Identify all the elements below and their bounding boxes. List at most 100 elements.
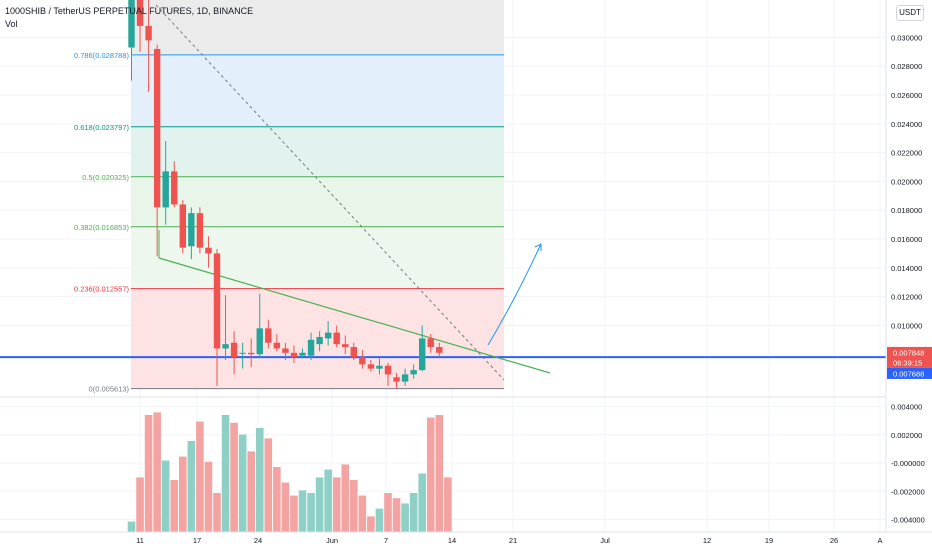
candle-body bbox=[136, 0, 144, 26]
y-tick-label: 0.022000 bbox=[891, 149, 922, 158]
volume-bar bbox=[170, 480, 179, 532]
x-tick-label: 7 bbox=[384, 536, 388, 545]
y-tick-label: 0.012000 bbox=[891, 293, 922, 302]
volume-bar bbox=[367, 516, 375, 532]
x-tick-label: 12 bbox=[703, 536, 711, 545]
y-tick-label: 0.028000 bbox=[891, 62, 922, 71]
candle-body bbox=[324, 332, 332, 339]
candle-body bbox=[436, 347, 443, 353]
y-tick-label: -0.000000 bbox=[891, 459, 925, 468]
candle-body bbox=[401, 374, 409, 382]
candle-body bbox=[162, 171, 169, 208]
candle-body bbox=[359, 357, 366, 365]
candle-body bbox=[179, 204, 186, 248]
dashed-trend-line bbox=[155, 4, 505, 381]
volume-bar bbox=[435, 415, 444, 532]
forecast-arrow bbox=[487, 243, 542, 346]
candle-body bbox=[410, 370, 417, 375]
volume-bar bbox=[247, 451, 255, 532]
x-tick-label: 21 bbox=[509, 536, 517, 545]
price-label-bg bbox=[887, 346, 932, 358]
volume-bar bbox=[273, 467, 281, 532]
candle-body bbox=[290, 352, 298, 358]
candle-body bbox=[384, 365, 392, 375]
volume-bar bbox=[401, 503, 409, 532]
volume-bar bbox=[281, 482, 290, 532]
trend-line bbox=[158, 257, 551, 374]
volume-bar bbox=[444, 477, 452, 532]
candle-body bbox=[350, 347, 357, 358]
symbol-title: 1000SHIB / TetherUS PERPETUAL FUTURES, 1… bbox=[5, 6, 254, 16]
fib-level-label: 0.236(0.012557) bbox=[74, 285, 130, 294]
y-tick-label: -0.002000 bbox=[891, 487, 925, 496]
volume-bar bbox=[409, 493, 418, 532]
candle-body bbox=[256, 328, 263, 355]
volume-bar bbox=[153, 412, 161, 532]
y-tick-label: 0.004000 bbox=[891, 402, 922, 411]
x-tick-label: 17 bbox=[193, 536, 201, 545]
candle-body bbox=[273, 342, 281, 349]
forecast-arrowhead bbox=[534, 243, 542, 251]
y-tick-label: 0.024000 bbox=[891, 120, 922, 129]
volume-bar bbox=[230, 422, 238, 532]
fib-zone bbox=[131, 126, 504, 177]
x-tick-label: 19 bbox=[765, 536, 773, 545]
fib-level-label: 0.5(0.020325) bbox=[82, 173, 129, 182]
volume-bar bbox=[179, 456, 187, 532]
candle-body bbox=[153, 48, 161, 208]
candle-body bbox=[196, 213, 204, 248]
candle-body bbox=[213, 253, 221, 349]
volume-bar bbox=[213, 493, 221, 532]
volume-bar bbox=[264, 438, 273, 532]
candle-body bbox=[307, 339, 315, 356]
fib-level-label: 0(0.005613) bbox=[89, 385, 130, 394]
candle-body bbox=[342, 344, 349, 348]
y-tick-label: 0.020000 bbox=[891, 177, 922, 186]
volume-indicator-label: Vol bbox=[5, 19, 18, 29]
volume-bar bbox=[426, 417, 435, 532]
candle-body bbox=[230, 342, 238, 358]
candle-body bbox=[128, 0, 135, 48]
volume-bar bbox=[255, 428, 264, 532]
volume-bar bbox=[298, 490, 307, 532]
volume-bar bbox=[341, 464, 350, 532]
candle-body bbox=[239, 352, 246, 354]
candle-body bbox=[265, 328, 272, 343]
currency-button[interactable]: USDT bbox=[896, 5, 924, 21]
volume-bar bbox=[221, 415, 230, 532]
price-label-bg bbox=[887, 367, 932, 379]
y-tick-label: 0.018000 bbox=[891, 206, 922, 215]
chart-header: 1000SHIB / TetherUS PERPETUAL FUTURES, 1… bbox=[5, 5, 253, 31]
price-label-bg bbox=[887, 356, 932, 368]
x-tick-label: Jun bbox=[326, 536, 338, 545]
price-label: 06:39:15 bbox=[893, 358, 922, 367]
x-tick-label: 14 bbox=[448, 536, 456, 545]
candle-body bbox=[222, 344, 229, 349]
candle-body bbox=[419, 338, 426, 371]
candle-body bbox=[393, 377, 400, 382]
volume-bar bbox=[315, 477, 324, 532]
fib-level-label: 0.382(0.016853) bbox=[74, 223, 130, 232]
y-tick-label: 0.002000 bbox=[891, 431, 922, 440]
candle-body bbox=[316, 336, 323, 345]
volume-bar bbox=[332, 477, 341, 532]
fib-zone bbox=[131, 176, 504, 227]
price-label: 0.007688 bbox=[893, 369, 924, 378]
x-tick-label: 11 bbox=[136, 536, 144, 545]
y-tick-label: 0.014000 bbox=[891, 264, 922, 273]
y-tick-label: 0.030000 bbox=[891, 33, 922, 42]
volume-bar bbox=[375, 508, 384, 532]
candle-body bbox=[376, 365, 383, 369]
fib-level-label: 0.618(0.023797) bbox=[74, 123, 130, 132]
candle-body bbox=[427, 338, 434, 348]
fib-zone bbox=[131, 54, 504, 127]
candle-body bbox=[171, 171, 178, 205]
candle-body bbox=[333, 332, 340, 345]
candle-body bbox=[248, 352, 255, 355]
candle-body bbox=[145, 25, 152, 41]
x-tick-label: 24 bbox=[254, 536, 262, 545]
x-tick-label: A bbox=[877, 536, 882, 545]
volume-bar bbox=[204, 461, 213, 532]
volume-bar bbox=[358, 495, 367, 532]
